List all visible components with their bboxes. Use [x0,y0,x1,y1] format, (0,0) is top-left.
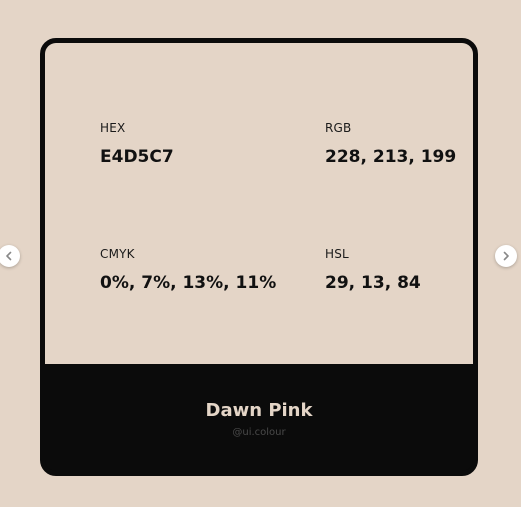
chevron-left-icon [6,251,12,261]
hex-block: HEX E4D5C7 [100,121,174,167]
hsl-value: 29, 13, 84 [325,273,421,293]
rgb-block: RGB 228, 213, 199 [325,121,456,167]
cmyk-label: CMYK [100,247,135,261]
hsl-block: HSL 29, 13, 84 [325,247,421,293]
hex-label: HEX [100,121,126,135]
cmyk-value: 0%, 7%, 13%, 11% [100,273,277,293]
cmyk-block: CMYK 0%, 7%, 13%, 11% [100,247,276,293]
color-swatch: HEX E4D5C7 RGB 228, 213, 199 CMYK 0%, 7%… [45,43,473,364]
card-footer: Dawn Pink @ui.colour [45,364,473,471]
carousel-prev-button[interactable] [0,245,20,267]
author-handle: @ui.colour [232,427,286,438]
hex-value: E4D5C7 [100,147,174,167]
carousel-next-button[interactable] [495,245,517,267]
color-name: Dawn Pink [205,400,313,421]
hsl-label: HSL [325,247,349,261]
chevron-right-icon [503,251,509,261]
rgb-label: RGB [325,121,352,135]
rgb-value: 228, 213, 199 [325,147,457,167]
color-card: HEX E4D5C7 RGB 228, 213, 199 CMYK 0%, 7%… [40,38,478,476]
